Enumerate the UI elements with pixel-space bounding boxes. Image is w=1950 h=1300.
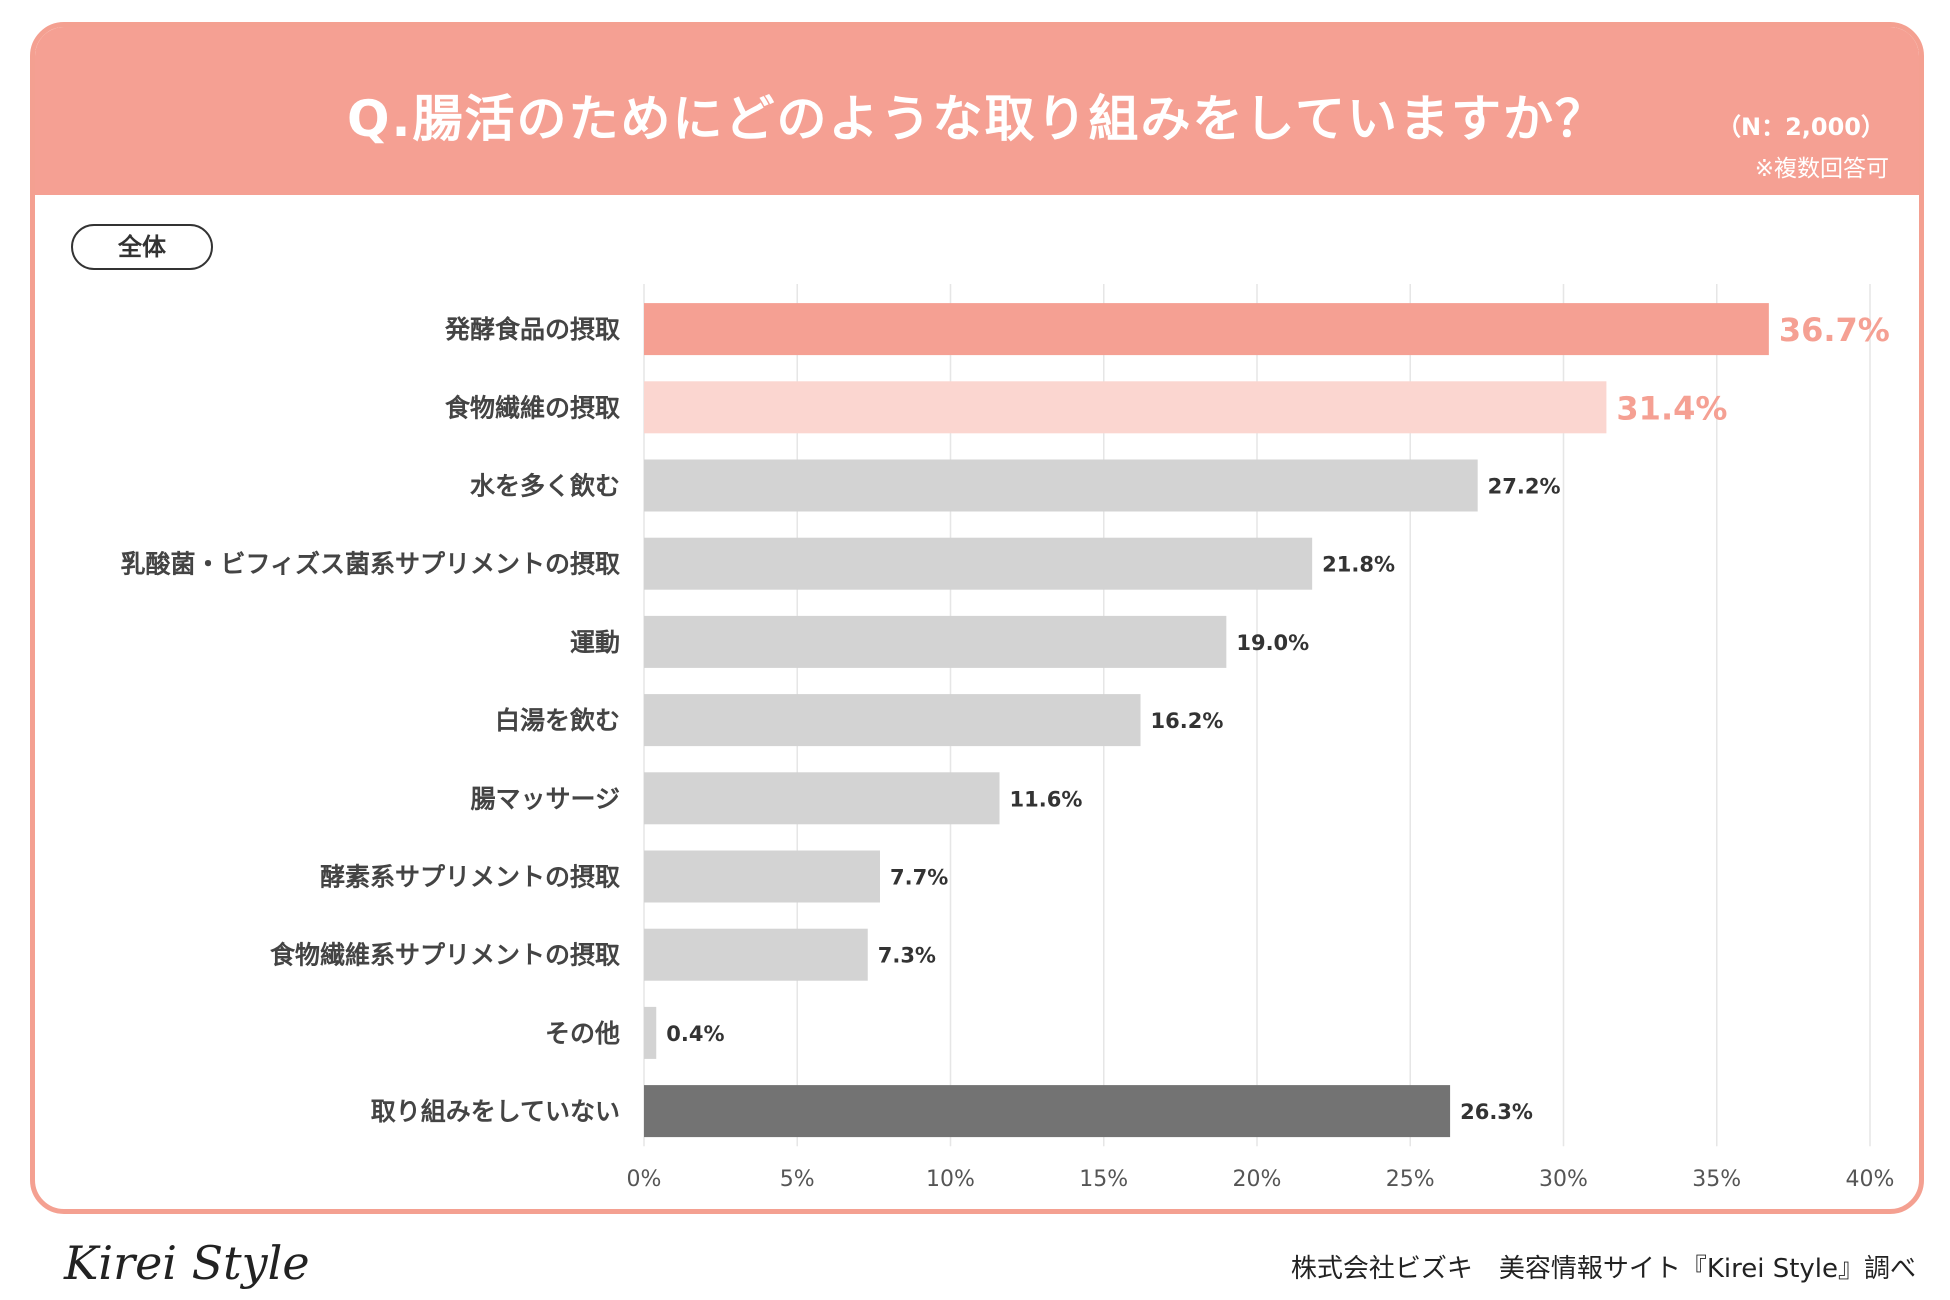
value-label: 19.0% xyxy=(1236,631,1309,655)
bar xyxy=(644,772,1000,825)
category-label: 取り組みをしていない xyxy=(371,1097,620,1126)
bar xyxy=(644,381,1607,434)
category-label: 乳酸菌・ビフィズス菌系サプリメントの摂取 xyxy=(120,550,620,579)
category-label: 白湯を飲む xyxy=(495,706,620,735)
bar xyxy=(644,537,1313,590)
bar xyxy=(644,850,881,903)
bar xyxy=(644,1085,1451,1138)
segment-label: 全体 xyxy=(71,224,213,270)
category-label: 食物繊維系サプリメントの摂取 xyxy=(270,941,620,970)
category-label: 食物繊維の摂取 xyxy=(445,393,620,422)
category-label: 酵素系サプリメントの摂取 xyxy=(320,863,620,892)
source-credit: 株式会社ビズキ 美容情報サイト『Kirei Style』調べ xyxy=(1290,1254,1916,1284)
bar xyxy=(644,928,868,981)
multiple-answer-note: ※複数回答可 xyxy=(1754,156,1889,182)
header-banner: Q.腸活のためにどのような取り組みをしていますか？ （N：2,000） ※複数回… xyxy=(35,27,1919,195)
x-tick-label: 15% xyxy=(1079,1167,1128,1192)
x-tick-label: 0% xyxy=(627,1167,662,1192)
value-label: 21.8% xyxy=(1322,553,1395,577)
value-label: 11.6% xyxy=(1010,787,1083,811)
chart-card: Q.腸活のためにどのような取り組みをしていますか？ （N：2,000） ※複数回… xyxy=(30,22,1924,1214)
x-tick-label: 30% xyxy=(1539,1167,1588,1192)
category-label: その他 xyxy=(545,1019,620,1048)
bar xyxy=(644,615,1227,668)
value-label: 26.3% xyxy=(1460,1100,1533,1124)
bar xyxy=(644,459,1478,512)
category-label: 腸マッサージ xyxy=(470,784,620,813)
value-label: 36.7% xyxy=(1779,311,1890,349)
x-tick-label: 10% xyxy=(926,1167,975,1192)
value-label: 31.4% xyxy=(1616,389,1727,427)
value-label: 27.2% xyxy=(1488,475,1561,499)
bar xyxy=(644,303,1769,356)
sample-size: （N：2,000） xyxy=(1717,113,1885,141)
x-tick-label: 25% xyxy=(1386,1167,1435,1192)
chart-title: Q.腸活のためにどのような取り組みをしていますか？ xyxy=(347,90,1607,148)
x-tick-label: 40% xyxy=(1846,1167,1895,1192)
category-label: 水を多く飲む xyxy=(470,472,620,501)
kirei-style-logo: Kirei Style xyxy=(64,1236,310,1290)
value-label: 16.2% xyxy=(1151,709,1224,733)
value-label: 0.4% xyxy=(666,1022,724,1046)
category-label: 発酵食品の摂取 xyxy=(444,315,620,344)
value-label: 7.3% xyxy=(878,944,936,968)
value-label: 7.7% xyxy=(890,866,948,890)
bar xyxy=(644,1006,657,1059)
x-tick-label: 5% xyxy=(780,1167,815,1192)
category-label: 運動 xyxy=(570,628,620,657)
x-tick-label: 20% xyxy=(1233,1167,1282,1192)
bar xyxy=(644,694,1141,747)
x-tick-label: 35% xyxy=(1692,1167,1741,1192)
